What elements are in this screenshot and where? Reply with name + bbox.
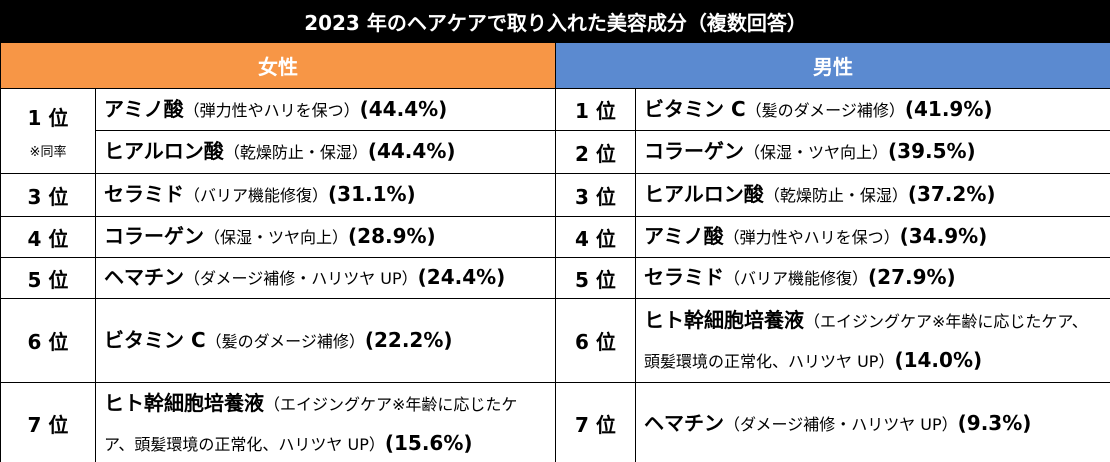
female-header: 女性 (0, 42, 556, 89)
rank-cell: 4 位 (0, 216, 96, 258)
item-note: （エイジングケア※年齢に応じたケア、頭髪環境の正常化、ハリツヤ UP） (644, 311, 1088, 371)
rank-cell: 2 位 (555, 130, 636, 174)
male-header: 男性 (554, 42, 1110, 89)
rank-cell: 5 位 (0, 257, 96, 299)
item-cell: コラーゲン（保湿・ツヤ向上）(28.9%) (95, 216, 556, 258)
body-row: 1 位 ※同率 アミノ酸（弾力性やハリを保つ）(44.4%) 1 位ビタミン C（髪の… (0, 88, 1110, 174)
item-percent: (15.6%) (384, 430, 473, 455)
title-row: 2023 年のヘアケアで取り入れた美容成分（複数回答） (0, 0, 1110, 43)
item-name: ヘマチン (644, 410, 724, 435)
item-cell: ビタミン C（髪のダメージ補修）(22.2%) (95, 298, 556, 383)
item-name: セラミド (104, 182, 184, 206)
item-note: （髪のダメージ補修） (205, 331, 365, 351)
item-name: アミノ酸 (644, 224, 724, 248)
item-percent: (22.2%) (364, 327, 453, 352)
item-name: ビタミン C (104, 327, 206, 352)
item-percent: (24.4%) (417, 265, 506, 289)
item-name: ヒアルロン酸 (644, 182, 764, 206)
rank-cell: 3 位 (0, 173, 96, 217)
item-name: ビタミン C (644, 96, 746, 121)
item-cell: セラミド（バリア機能修復）(27.9%) (634, 257, 1110, 299)
item-percent: (41.9%) (904, 96, 993, 121)
rank-cell: 3 位 (555, 173, 636, 217)
body-row: 3 位セラミド（バリア機能修復）(31.1%) 3 位ヒアルロン酸（乾燥防止・保湿… (0, 173, 1110, 217)
rank: 6 位 (27, 330, 69, 354)
rank-cell: 1 位 ※同率 (0, 88, 96, 174)
rank: 5 位 (27, 267, 69, 292)
body-row: 5 位ヘマチン（ダメージ補修・ハリツヤ UP）(24.4%) 5 位セラミド（バリ… (0, 257, 1110, 299)
item-name: コラーゲン (104, 224, 204, 248)
body-row: ヒアルロン酸（乾燥防止・保湿）(44.4%) 2 位コラーゲン（保湿・ツヤ向上）(… (1, 130, 1110, 174)
item-percent: (37.2%) (907, 182, 996, 206)
item-percent: (44.4%) (359, 96, 448, 121)
rank-cell: 5 位 (555, 257, 636, 299)
table-title: 2023 年のヘアケアで取り入れた美容成分（複数回答） (0, 0, 1110, 43)
item-cell: アミノ酸（弾力性やハリを保つ）(44.4%) (95, 88, 556, 131)
item-percent: (31.1%) (328, 182, 416, 206)
rank-cell: 6 位 (555, 298, 636, 383)
item-name: ヒト幹細胞培養液 (104, 390, 264, 415)
body-row: 4 位コラーゲン（保湿・ツヤ向上）(28.9%) 4 位アミノ酸（弾力性やハリを保… (0, 216, 1110, 258)
item-note: （保湿・ツヤ向上） (744, 143, 889, 162)
item-note: （バリア機能修復） (184, 186, 329, 205)
header-row: 女性 男性 (0, 42, 1110, 89)
item-note: （弾力性やハリを保つ） (723, 228, 900, 247)
rank-cell: 1 位 (555, 88, 636, 131)
item-name: アミノ酸 (104, 96, 184, 121)
item-cell: ヒアルロン酸（乾燥防止・保湿）(37.2%) (634, 173, 1110, 217)
item-percent: (39.5%) (888, 139, 976, 163)
rank: 3 位 (27, 184, 69, 209)
item-note: （弾力性やハリを保つ） (183, 100, 360, 120)
item-note: （乾燥防止・保湿） (223, 143, 368, 162)
item-cell: アミノ酸（弾力性やハリを保つ）(34.9%) (634, 216, 1110, 258)
item-note: （保湿・ツヤ向上） (204, 228, 349, 247)
rank-cell: 7 位 (555, 382, 636, 462)
item-cell: ヒト幹細胞培養液（エイジングケア※年齢に応じたケア、頭髪環境の正常化、ハリツヤ … (95, 382, 556, 462)
rank-cell: 6 位 (0, 298, 96, 383)
rank: 1 位 (27, 106, 69, 130)
item-cell: ヒアルロン酸（乾燥防止・保湿）(44.4%) (95, 130, 556, 174)
item-name: セラミド (644, 265, 724, 289)
item-percent: (27.9%) (868, 265, 956, 289)
item-percent: (9.3%) (957, 410, 1032, 435)
item-name: ヒト幹細胞培養液 (644, 307, 804, 332)
item-cell: ヘマチン（ダメージ補修・ハリツヤ UP）(9.3%) (634, 382, 1110, 462)
item-cell: ビタミン C（髪のダメージ補修）(41.9%) (634, 88, 1110, 131)
rank: 7 位 (27, 413, 69, 437)
body-row: 7 位ヒト幹細胞培養液（エイジングケア※年齢に応じたケア、頭髪環境の正常化、ハリ… (0, 382, 1110, 462)
item-cell: ヘマチン（ダメージ補修・ハリツヤ UP）(24.4%) (95, 257, 556, 299)
item-note: （ダメージ補修・ハリツヤ UP） (184, 269, 418, 288)
item-percent: (28.9%) (348, 224, 436, 248)
rank-cell: 7 位 (0, 382, 96, 462)
rank: 4 位 (27, 226, 69, 251)
item-name: ヒアルロン酸 (104, 139, 224, 163)
item-note: （ダメージ補修・ハリツヤ UP） (724, 414, 958, 434)
rank-cell: 4 位 (555, 216, 636, 258)
body-row: 6 位ビタミン C（髪のダメージ補修）(22.2%) 6 位ヒト幹細胞培養液（エイ… (0, 298, 1110, 383)
item-cell: ヒト幹細胞培養液（エイジングケア※年齢に応じたケア、頭髪環境の正常化、ハリツヤ … (634, 298, 1110, 383)
item-percent: (34.9%) (899, 224, 988, 248)
item-percent: (14.0%) (894, 347, 983, 372)
item-note: （乾燥防止・保湿） (763, 186, 908, 205)
rank-note: ※同率 (29, 145, 67, 160)
item-note: （バリア機能修復） (724, 269, 869, 288)
item-cell: コラーゲン（保湿・ツヤ向上）(39.5%) (634, 130, 1110, 174)
item-cell: セラミド（バリア機能修復）(31.1%) (95, 173, 556, 217)
item-note: （髪のダメージ補修） (745, 100, 905, 120)
item-name: ヘマチン (104, 265, 184, 289)
item-percent: (44.4%) (367, 139, 456, 163)
item-name: コラーゲン (644, 139, 744, 163)
item-note: （エイジングケア※年齢に応じたケア、頭髪環境の正常化、ハリツヤ UP） (104, 394, 518, 454)
